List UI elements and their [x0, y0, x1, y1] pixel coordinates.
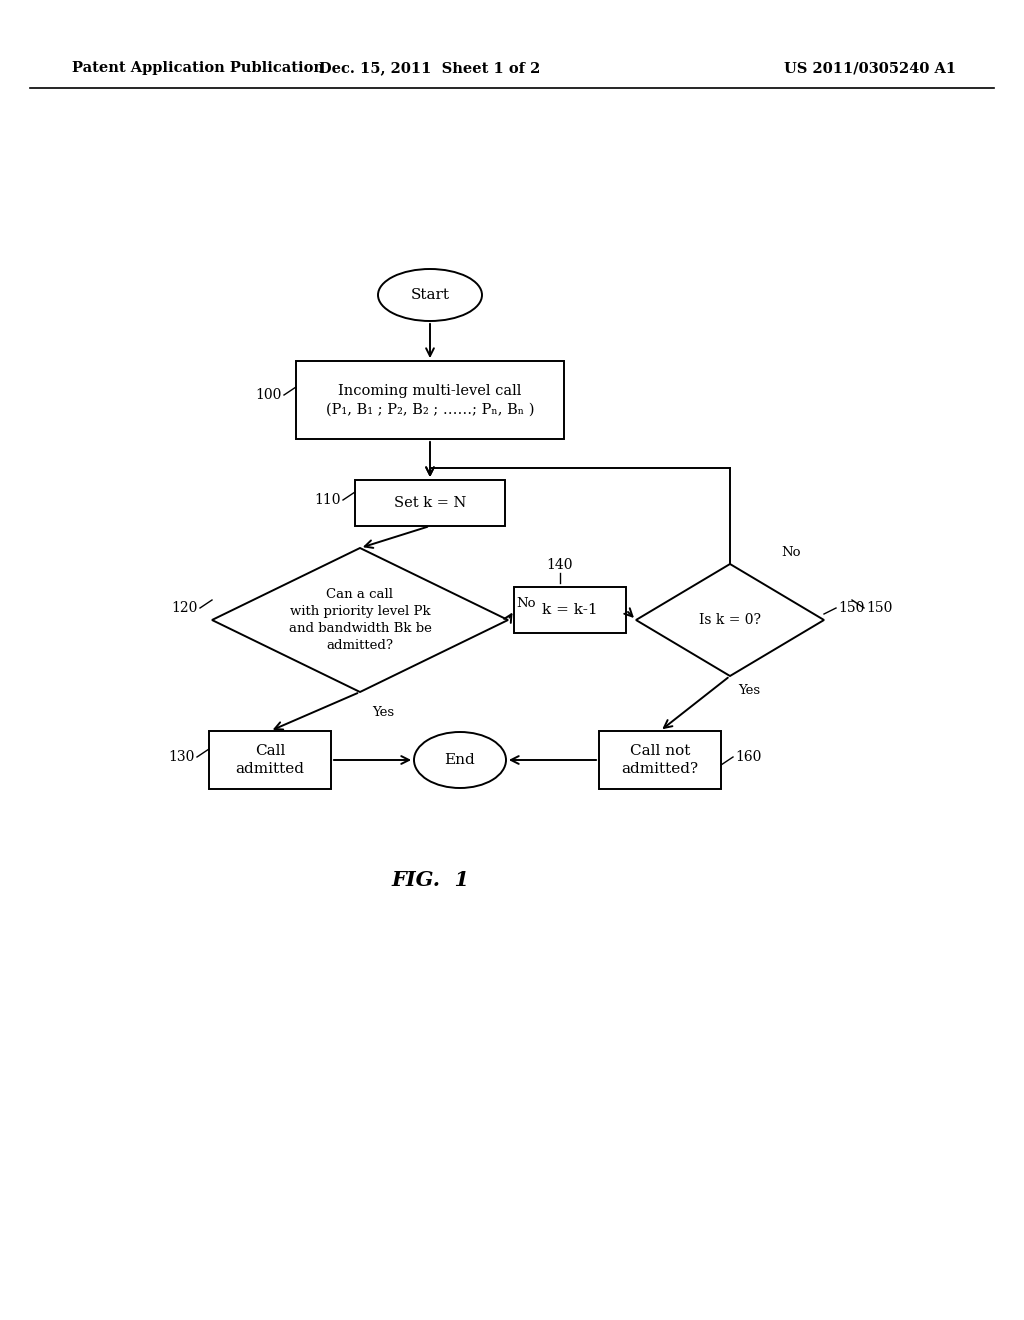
Text: No: No: [516, 597, 536, 610]
Text: 100: 100: [256, 388, 282, 403]
Text: No: No: [781, 546, 801, 558]
Bar: [209, 731, 331, 789]
Text: 130: 130: [169, 750, 195, 764]
Text: 120: 120: [172, 601, 198, 615]
Text: k = k-1: k = k-1: [542, 603, 598, 616]
Bar: [296, 360, 564, 440]
Bar: [599, 731, 721, 789]
Text: Start: Start: [411, 288, 450, 302]
Text: Call not
admitted?: Call not admitted?: [622, 743, 698, 776]
Bar: [514, 587, 626, 634]
Bar: [355, 480, 505, 525]
Text: FIG.  1: FIG. 1: [391, 870, 469, 890]
Text: Yes: Yes: [372, 706, 394, 719]
Text: Call
admitted: Call admitted: [236, 743, 304, 776]
Text: 140: 140: [547, 558, 573, 572]
Text: US 2011/0305240 A1: US 2011/0305240 A1: [784, 61, 956, 75]
Text: 160: 160: [735, 750, 762, 764]
Text: Incoming multi-level call
(P₁, B₁ ; P₂, B₂ ; ……; Pₙ, Bₙ ): Incoming multi-level call (P₁, B₁ ; P₂, …: [326, 384, 535, 416]
Text: Can a call
with priority level Pk
and bandwidth Bk be
admitted?: Can a call with priority level Pk and ba…: [289, 587, 431, 652]
Text: Dec. 15, 2011  Sheet 1 of 2: Dec. 15, 2011 Sheet 1 of 2: [319, 61, 541, 75]
Text: Set k = N: Set k = N: [394, 496, 466, 510]
Text: Yes: Yes: [738, 684, 760, 697]
Text: Is k = 0?: Is k = 0?: [699, 612, 761, 627]
Text: Patent Application Publication: Patent Application Publication: [72, 61, 324, 75]
Text: 150: 150: [866, 601, 892, 615]
Text: 110: 110: [314, 492, 341, 507]
Text: End: End: [444, 752, 475, 767]
Text: 150: 150: [838, 601, 864, 615]
